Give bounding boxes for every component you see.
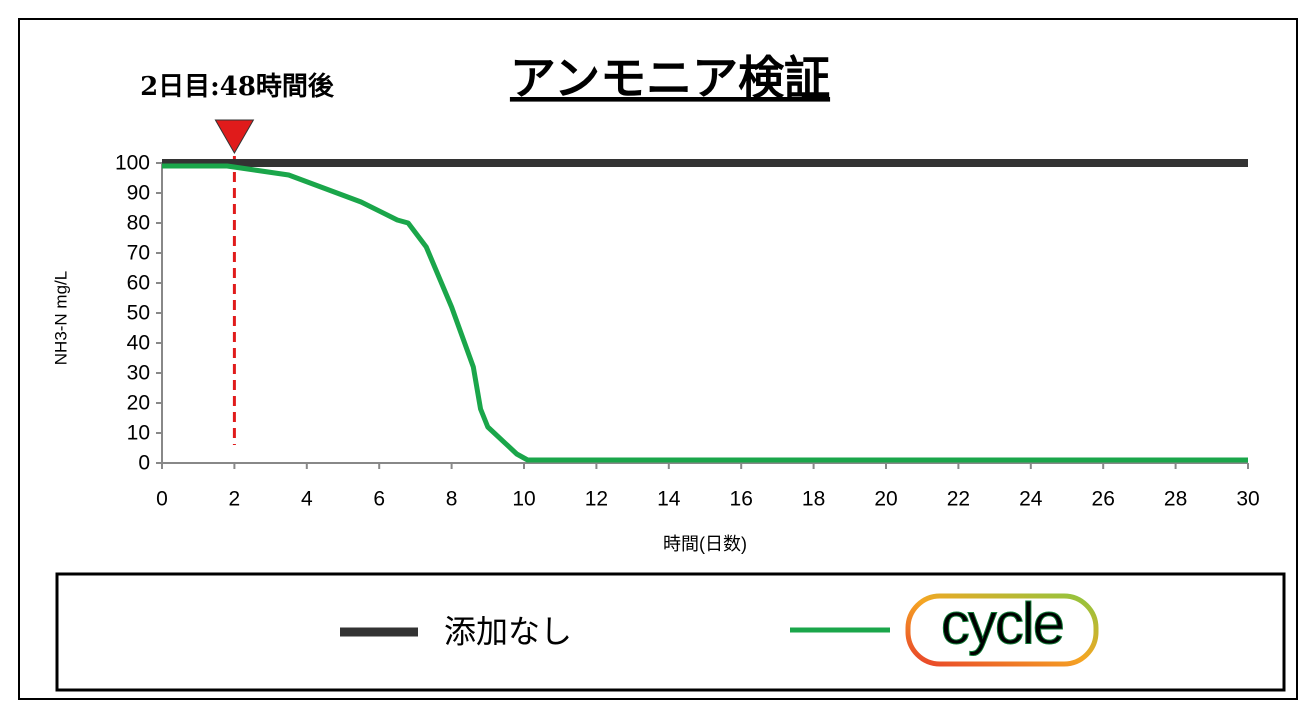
x-tick-label: 26 — [1092, 488, 1115, 511]
x-tick-label: 0 — [156, 488, 168, 511]
series-line — [162, 163, 1248, 463]
x-tick-label: 22 — [947, 488, 970, 511]
x-tick-label: 8 — [446, 488, 458, 511]
x-axis-label: 時間(日数) — [663, 534, 747, 554]
y-tick-label: 80 — [127, 212, 150, 235]
x-tick-label: 24 — [1019, 488, 1043, 511]
y-tick-label: 60 — [127, 272, 150, 295]
y-axis-label: NH3-N mg/L — [51, 271, 70, 365]
legend-logo-frame — [905, 593, 1099, 667]
legend-label: cycle — [941, 591, 1063, 656]
y-tick-label: 90 — [127, 182, 150, 205]
y-tick-label: 70 — [127, 242, 150, 265]
x-tick-label: 12 — [585, 488, 608, 511]
x-tick-label: 30 — [1236, 488, 1259, 511]
y-tick-label: 40 — [127, 332, 150, 355]
y-tick-label: 30 — [127, 362, 150, 385]
chart-title: アンモニア検証 — [510, 51, 830, 105]
x-tick-label: 6 — [373, 488, 385, 511]
x-tick-label: 2 — [229, 488, 241, 511]
y-tick-label: 50 — [127, 302, 150, 325]
legend: 添加なし cycle — [340, 591, 1099, 667]
legend-box — [55, 572, 1286, 692]
x-tick-label: 18 — [802, 488, 825, 511]
annotation-text: 2日目:48時間後 — [140, 71, 335, 102]
x-tick-label: 16 — [730, 488, 753, 511]
legend-label: 添加なし — [444, 613, 572, 649]
y-tick-label: 10 — [127, 422, 150, 445]
y-tick-label: 20 — [127, 392, 150, 415]
y-tick-label: 100 — [115, 152, 150, 175]
annotation-marker — [214, 119, 255, 155]
frame — [18, 18, 1298, 700]
x-tick-label: 28 — [1164, 488, 1187, 511]
x-tick-label: 14 — [657, 488, 681, 511]
y-tick-label: 0 — [138, 452, 150, 475]
x-tick-label: 4 — [301, 488, 313, 511]
x-tick-label: 20 — [874, 488, 897, 511]
x-tick-label: 10 — [512, 488, 535, 511]
